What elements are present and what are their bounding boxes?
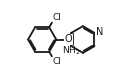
Text: NH$_2$: NH$_2$ xyxy=(62,45,80,57)
Text: Cl: Cl xyxy=(52,57,61,66)
Text: N: N xyxy=(96,27,103,37)
Text: Cl: Cl xyxy=(52,13,61,22)
Text: O: O xyxy=(65,35,72,44)
